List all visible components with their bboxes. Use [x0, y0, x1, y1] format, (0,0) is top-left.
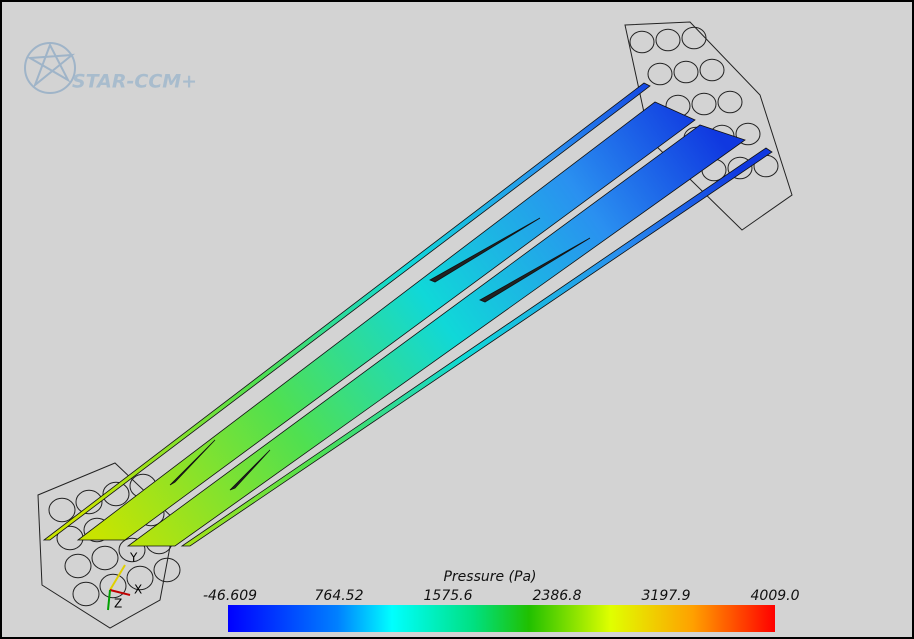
colorbar-label: 2386.8	[533, 588, 582, 604]
colorbar-label: 1575.6	[424, 588, 473, 604]
colorbar-ramp	[228, 605, 775, 632]
colorbar-label: -46.609	[203, 588, 257, 604]
colorbar-label: 764.52	[315, 588, 364, 604]
colorbar-label: 4009.0	[751, 588, 800, 604]
axis-label: X	[134, 583, 142, 597]
axis-label: Z	[114, 597, 122, 611]
axis-label: Y	[129, 551, 138, 565]
viewport: STAR-CCM+ Y X Z Pressure (Pa) -46.609 764…	[0, 0, 914, 639]
colorbar-title: Pressure (Pa)	[443, 569, 536, 585]
logo-text: STAR-CCM+	[72, 71, 197, 93]
colorbar-label: 3197.9	[642, 588, 691, 604]
